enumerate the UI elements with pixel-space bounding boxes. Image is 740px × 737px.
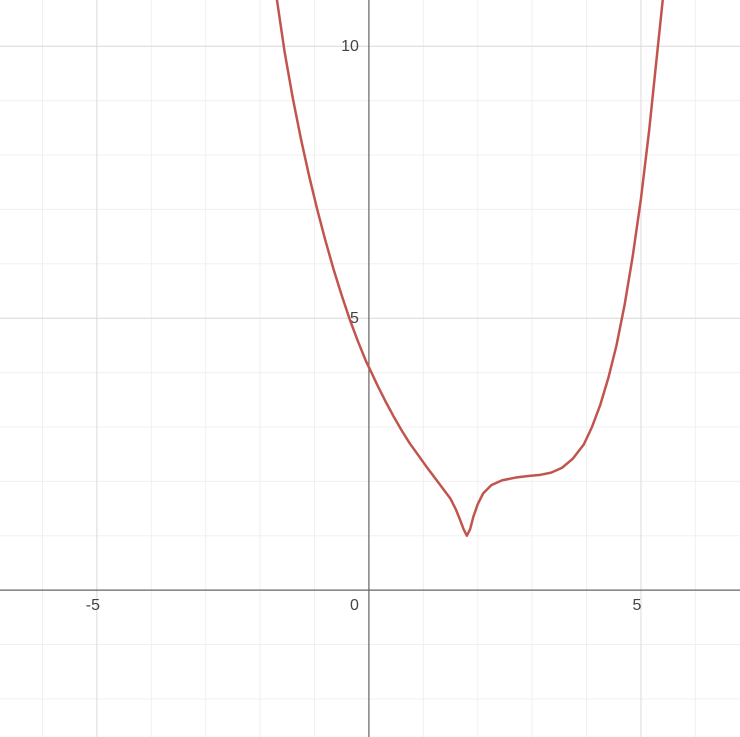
x-tick-label: 5 bbox=[633, 597, 642, 614]
y-tick-label: 10 bbox=[341, 38, 359, 55]
x-tick-label: -5 bbox=[86, 597, 100, 614]
function-graph: 05-5510 bbox=[0, 0, 740, 737]
x-tick-label: 0 bbox=[350, 597, 359, 614]
chart-svg: 05-5510 bbox=[0, 0, 740, 737]
